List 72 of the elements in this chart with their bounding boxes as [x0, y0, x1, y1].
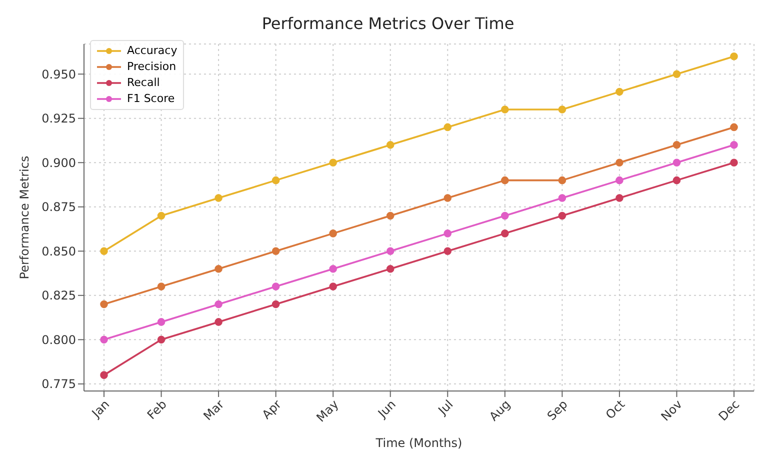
x-tick-label: Jun [374, 397, 399, 422]
y-tick-label: 0.850 [42, 244, 76, 258]
point [730, 52, 738, 60]
point [672, 158, 681, 167]
point [730, 158, 738, 167]
x-axis-title: Time (Months) [374, 436, 462, 450]
point [214, 194, 222, 202]
x-tick-label: Apr [259, 397, 284, 422]
point [386, 247, 394, 256]
point [730, 123, 738, 132]
point [558, 176, 566, 184]
point [616, 194, 624, 202]
legend-label: Precision [127, 59, 176, 75]
legend-label: F1 Score [127, 91, 175, 107]
point [157, 282, 166, 290]
chart-title: Performance Metrics Over Time [260, 13, 516, 35]
point [214, 264, 222, 273]
legend-label: Recall [127, 75, 160, 91]
point [214, 300, 222, 308]
point [444, 247, 452, 256]
point [157, 212, 166, 220]
point [672, 176, 681, 184]
point [100, 300, 108, 308]
point [329, 158, 337, 167]
point [616, 158, 624, 167]
x-tick-label: Feb [144, 397, 170, 422]
point [558, 212, 566, 220]
point [672, 141, 681, 149]
x-tick-label: Sep [544, 397, 570, 424]
y-tick-label: 0.925 [42, 112, 76, 126]
x-tick-label: Oct [603, 397, 628, 422]
point [672, 70, 681, 78]
point [386, 264, 394, 273]
point [272, 282, 280, 290]
point [100, 371, 108, 379]
point [272, 247, 280, 256]
point [272, 176, 280, 184]
point [558, 106, 566, 114]
x-tick-label: Jan [88, 397, 112, 421]
point [100, 336, 108, 344]
legend-label: Accuracy [127, 43, 178, 59]
point [444, 230, 452, 238]
y-tick-label: 0.825 [42, 288, 76, 303]
point [501, 106, 509, 114]
point [386, 212, 394, 220]
y-tick-label: 0.950 [42, 67, 76, 82]
point [616, 88, 624, 96]
y-tick-label: 0.800 [42, 332, 76, 347]
x-tick-label: Dec [716, 397, 742, 424]
point [444, 194, 452, 202]
y-tick-label: 0.775 [42, 377, 76, 392]
point [329, 230, 337, 238]
point [616, 176, 624, 184]
y-tick-label: 0.900 [42, 156, 76, 170]
point [501, 176, 509, 184]
y-axis-title: Performance Metrics [17, 156, 32, 280]
point [558, 194, 566, 202]
point [329, 264, 337, 273]
y-tick-label: 0.875 [42, 200, 76, 214]
x-tick-label: Jul [434, 397, 456, 418]
point [730, 141, 738, 149]
point [386, 141, 394, 149]
point [157, 318, 166, 326]
point [329, 282, 337, 290]
x-tick-label: Mar [200, 397, 227, 424]
point [444, 123, 452, 132]
point [157, 336, 166, 344]
point [501, 212, 509, 220]
point [272, 300, 280, 308]
point [214, 318, 222, 326]
point [501, 230, 509, 238]
point [100, 247, 108, 256]
